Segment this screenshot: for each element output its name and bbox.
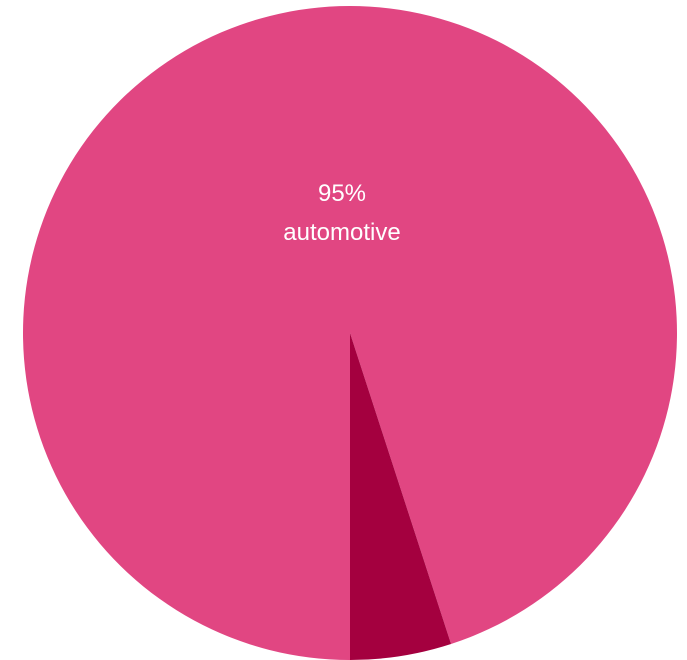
- slice-label-value-automotive: 95%: [318, 180, 366, 207]
- pie-labels: 95% automotive: [283, 180, 400, 246]
- slice-label-name-automotive: automotive: [283, 219, 400, 246]
- pie-slices: [23, 6, 678, 660]
- pie-slice-other: [350, 333, 452, 660]
